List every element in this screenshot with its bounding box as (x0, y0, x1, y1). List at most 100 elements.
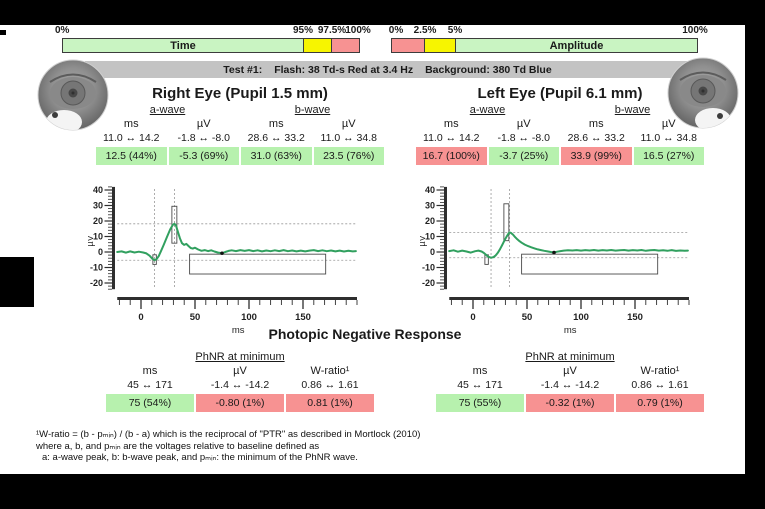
time-bar-tick-labels: 0% 95% 97.5% 100% (55, 25, 371, 37)
phnr-section-title: Photopic Negative Response (268, 326, 462, 342)
range-cell: 11.0 ↔ 14.2 (103, 132, 160, 144)
measured-value-row: 12.5 (44%) -5.3 (69%) 31.0 (63%) 23.5 (7… (95, 147, 385, 165)
svg-text:10: 10 (93, 232, 103, 242)
wave-group-header-row: a-wave b-wave (415, 104, 705, 117)
value-cell: 75 (55%) (436, 394, 524, 412)
svg-text:100: 100 (573, 312, 589, 323)
amplitude-bar-label: Amplitude (549, 39, 604, 52)
svg-text:0: 0 (430, 247, 435, 257)
svg-text:µV: µV (88, 235, 95, 246)
range-cell: 45 ↔ 171 (127, 379, 173, 391)
range-cell: 28.6 ↔ 33.2 (247, 132, 305, 144)
unit-label: ms (142, 365, 158, 377)
b-wave-header: b-wave (294, 104, 331, 116)
svg-text:10: 10 (425, 232, 435, 242)
amplitude-warn-segment (424, 39, 455, 52)
unit-label: µV (196, 118, 211, 130)
unit-label: ms (123, 118, 139, 130)
phnr-unit-row: ms µV W-ratio¹ (105, 364, 375, 378)
range-cell: 11.0 ↔ 14.2 (423, 132, 480, 144)
value-cell: 0.79 (1%) (616, 394, 704, 412)
range-cell: 0.86 ↔ 1.61 (301, 379, 359, 391)
tick-label: 100% (345, 25, 371, 36)
amplitude-pass-segment: Amplitude (455, 39, 697, 52)
svg-text:µV: µV (420, 235, 427, 246)
phnr-unit-row: ms µV W-ratio¹ (435, 364, 705, 378)
svg-text:20: 20 (93, 216, 103, 226)
range-cell: -1.4 ↔ -14.2 (210, 379, 270, 391)
time-warn-segment (303, 39, 331, 52)
svg-text:40: 40 (425, 185, 435, 195)
phnr-table-header: PhNR at minimum (525, 351, 615, 363)
range-cell: -1.8 ↔ -8.0 (177, 132, 231, 144)
phnr-table-header: PhNR at minimum (195, 351, 285, 363)
svg-text:30: 30 (93, 201, 103, 211)
bezel-right (745, 0, 765, 509)
svg-text:100: 100 (241, 312, 257, 323)
left-eye-phnr-table: PhNR at minimum ms µV W-ratio¹ 45 ↔ 171 … (435, 351, 705, 412)
time-bar-label: Time (170, 39, 196, 52)
b-wave-header: b-wave (614, 104, 651, 116)
range-cell: 11.0 ↔ 34.8 (320, 132, 377, 144)
right-eye-photo (37, 59, 109, 131)
unit-label: µV (563, 365, 577, 377)
right-eye-phnr-table: PhNR at minimum ms µV W-ratio¹ 45 ↔ 171 … (105, 351, 375, 412)
time-pass-segment: Time (63, 39, 303, 52)
unit-label: ms (268, 118, 284, 130)
time-legend-bar: Time (62, 38, 360, 53)
unit-label: ms (443, 118, 459, 130)
svg-text:150: 150 (627, 312, 643, 323)
tick-label: 100% (682, 25, 708, 36)
left-eye-title: Left Eye (Pupil 6.1 mm) (477, 85, 643, 102)
unit-header-row: ms µV ms µV (95, 117, 385, 131)
range-cell: 28.6 ↔ 33.2 (567, 132, 625, 144)
value-cell: 16.5 (27%) (633, 147, 704, 165)
unit-label: µV (516, 118, 531, 130)
value-cell: -0.32 (1%) (526, 394, 614, 412)
test-background: Background: 380 Td Blue (425, 63, 552, 76)
unit-label: W-ratio¹ (310, 365, 350, 377)
phnr-value-row: 75 (55%) -0.32 (1%) 0.79 (1%) (435, 394, 705, 412)
range-cell: -1.8 ↔ -8.0 (497, 132, 551, 144)
range-cell: -1.4 ↔ -14.2 (540, 379, 600, 391)
a-wave-header: a-wave (469, 104, 506, 116)
amplitude-bar-tick-labels: 0% 2.5% 5% 100% (385, 25, 710, 37)
unit-label: µV (233, 365, 247, 377)
svg-text:0: 0 (470, 312, 475, 323)
bezel-top (0, 0, 765, 25)
value-cell: 0.81 (1%) (286, 394, 374, 412)
value-cell: 33.9 (99%) (561, 147, 632, 165)
value-cell: -3.7 (25%) (488, 147, 559, 165)
svg-text:-20: -20 (90, 278, 103, 288)
svg-text:30: 30 (425, 201, 435, 211)
phnr-range-row: 45 ↔ 171 -1.4 ↔ -14.2 0.86 ↔ 1.61 (435, 378, 705, 392)
unit-label: µV (661, 118, 676, 130)
tick-label: 5% (447, 25, 463, 36)
amplitude-fail-segment (392, 39, 424, 52)
tick-label: 0% (55, 25, 70, 36)
range-cell: 45 ↔ 171 (457, 379, 503, 391)
unit-label: ms (588, 118, 604, 130)
svg-text:50: 50 (522, 312, 533, 323)
time-fail-segment (331, 39, 359, 52)
phnr-range-row: 45 ↔ 171 -1.4 ↔ -14.2 0.86 ↔ 1.61 (105, 378, 375, 392)
unit-header-row: ms µV ms µV (415, 117, 705, 131)
tick-label: 2.5% (413, 25, 437, 36)
unit-label: µV (341, 118, 356, 130)
a-wave-header: a-wave (149, 104, 186, 116)
range-cell: 11.0 ↔ 34.8 (640, 132, 697, 144)
black-overlay-box (0, 257, 34, 307)
tick-label: 95% (292, 25, 314, 36)
test-flash: Flash: 38 Td-s Red at 3.4 Hz (274, 63, 414, 76)
value-cell: 16.7 (100%) (416, 147, 487, 165)
right-eye-table: a-wave b-wave ms µV ms µV 11.0 ↔ 14.2 -1… (95, 104, 385, 165)
svg-text:0: 0 (98, 247, 103, 257)
phnr-value-row: 75 (54%) -0.80 (1%) 0.81 (1%) (105, 394, 375, 412)
footnote-line: a: a-wave peak, b: b-wave peak, and pₘᵢₙ… (42, 452, 358, 463)
footnote-line: ¹W-ratio = (b - pₘᵢₙ) / (b - a) which is… (36, 429, 421, 440)
measured-value-row: 16.7 (100%) -3.7 (25%) 33.9 (99%) 16.5 (… (415, 147, 705, 165)
unit-label: ms (472, 365, 488, 377)
svg-text:150: 150 (295, 312, 311, 323)
